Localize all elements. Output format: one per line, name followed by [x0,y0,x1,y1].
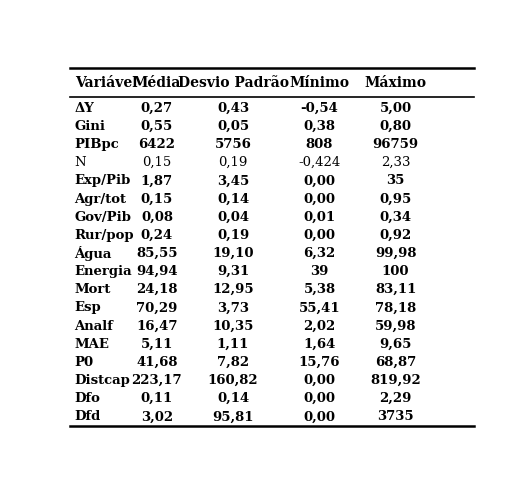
Text: 5756: 5756 [215,138,252,151]
Text: 94,94: 94,94 [136,264,178,277]
Text: 0,08: 0,08 [141,210,173,223]
Text: 5,11: 5,11 [141,337,173,350]
Text: 100: 100 [382,264,409,277]
Text: Analf: Analf [74,319,114,332]
Text: 78,18: 78,18 [375,301,416,314]
Text: 0,00: 0,00 [303,192,336,205]
Text: 2,29: 2,29 [380,391,412,404]
Text: 3735: 3735 [378,409,414,422]
Text: 9,65: 9,65 [380,337,412,350]
Text: Gov/Pib: Gov/Pib [74,210,132,223]
Text: Mínimo: Mínimo [289,76,349,90]
Text: Mort: Mort [74,283,111,296]
Text: 0,27: 0,27 [141,102,173,115]
Text: 0,00: 0,00 [303,391,336,404]
Text: PIBpc: PIBpc [74,138,119,151]
Text: 12,95: 12,95 [212,283,254,296]
Text: 2,02: 2,02 [303,319,336,332]
Text: Dfd: Dfd [74,409,101,422]
Text: 223,17: 223,17 [132,373,182,386]
Text: 68,87: 68,87 [375,355,416,368]
Text: 0,43: 0,43 [217,102,249,115]
Text: 0,00: 0,00 [303,174,336,187]
Text: 5,38: 5,38 [303,283,336,296]
Text: 41,68: 41,68 [136,355,178,368]
Text: Dfo: Dfo [74,391,100,404]
Text: 0,92: 0,92 [380,228,412,241]
Text: -0,424: -0,424 [298,156,340,169]
Text: 160,82: 160,82 [208,373,259,386]
Text: 96759: 96759 [373,138,418,151]
Text: 0,80: 0,80 [380,120,412,132]
Text: 55,41: 55,41 [298,301,340,314]
Text: 819,92: 819,92 [370,373,421,386]
Text: 0,00: 0,00 [303,409,336,422]
Text: 15,76: 15,76 [299,355,340,368]
Text: 0,00: 0,00 [303,228,336,241]
Text: -0,54: -0,54 [301,102,338,115]
Text: Exp/Pib: Exp/Pib [74,174,131,187]
Text: 6422: 6422 [139,138,175,151]
Text: 0,95: 0,95 [380,192,412,205]
Text: 19,10: 19,10 [212,246,254,259]
Text: 0,19: 0,19 [217,228,249,241]
Text: 70,29: 70,29 [136,301,177,314]
Text: 0,15: 0,15 [142,156,172,169]
Text: 0,14: 0,14 [217,391,249,404]
Text: Energia: Energia [74,264,132,277]
Text: 24,18: 24,18 [136,283,178,296]
Text: 5,00: 5,00 [380,102,412,115]
Text: 0,01: 0,01 [303,210,336,223]
Text: 83,11: 83,11 [375,283,416,296]
Text: 1,11: 1,11 [217,337,249,350]
Text: 1,87: 1,87 [141,174,173,187]
Text: Máximo: Máximo [365,76,426,90]
Text: 3,45: 3,45 [217,174,249,187]
Text: 35: 35 [387,174,405,187]
Text: N: N [74,156,86,169]
Text: 3,02: 3,02 [141,409,173,422]
Text: 95,81: 95,81 [212,409,254,422]
Text: 2,33: 2,33 [381,156,410,169]
Text: 9,31: 9,31 [217,264,249,277]
Text: 99,98: 99,98 [375,246,416,259]
Text: 39: 39 [310,264,329,277]
Text: 0,05: 0,05 [217,120,249,132]
Text: Distcap: Distcap [74,373,131,386]
Text: 85,55: 85,55 [136,246,178,259]
Text: 0,38: 0,38 [303,120,336,132]
Text: 0,19: 0,19 [218,156,248,169]
Text: 10,35: 10,35 [212,319,254,332]
Text: 0,14: 0,14 [217,192,249,205]
Text: 0,11: 0,11 [141,391,173,404]
Text: 0,55: 0,55 [141,120,173,132]
Text: Água: Água [74,245,112,261]
Text: 0,00: 0,00 [303,373,336,386]
Text: P0: P0 [74,355,94,368]
Text: Esp: Esp [74,301,101,314]
Text: MAE: MAE [74,337,109,350]
Text: 6,32: 6,32 [303,246,336,259]
Text: Agr/tot: Agr/tot [74,192,126,205]
Text: 59,98: 59,98 [375,319,416,332]
Text: Gini: Gini [74,120,106,132]
Text: Rur/pop: Rur/pop [74,228,134,241]
Text: 0,15: 0,15 [141,192,173,205]
Text: 3,73: 3,73 [217,301,249,314]
Text: 16,47: 16,47 [136,319,178,332]
Text: Variável: Variável [74,76,137,90]
Text: 0,24: 0,24 [141,228,173,241]
Text: 0,04: 0,04 [217,210,249,223]
Text: 1,64: 1,64 [303,337,336,350]
Text: 808: 808 [306,138,333,151]
Text: 0,34: 0,34 [380,210,412,223]
Text: Média: Média [133,76,181,90]
Text: ΔY: ΔY [74,102,95,115]
Text: Desvio Padrão: Desvio Padrão [177,76,288,90]
Text: 7,82: 7,82 [217,355,249,368]
